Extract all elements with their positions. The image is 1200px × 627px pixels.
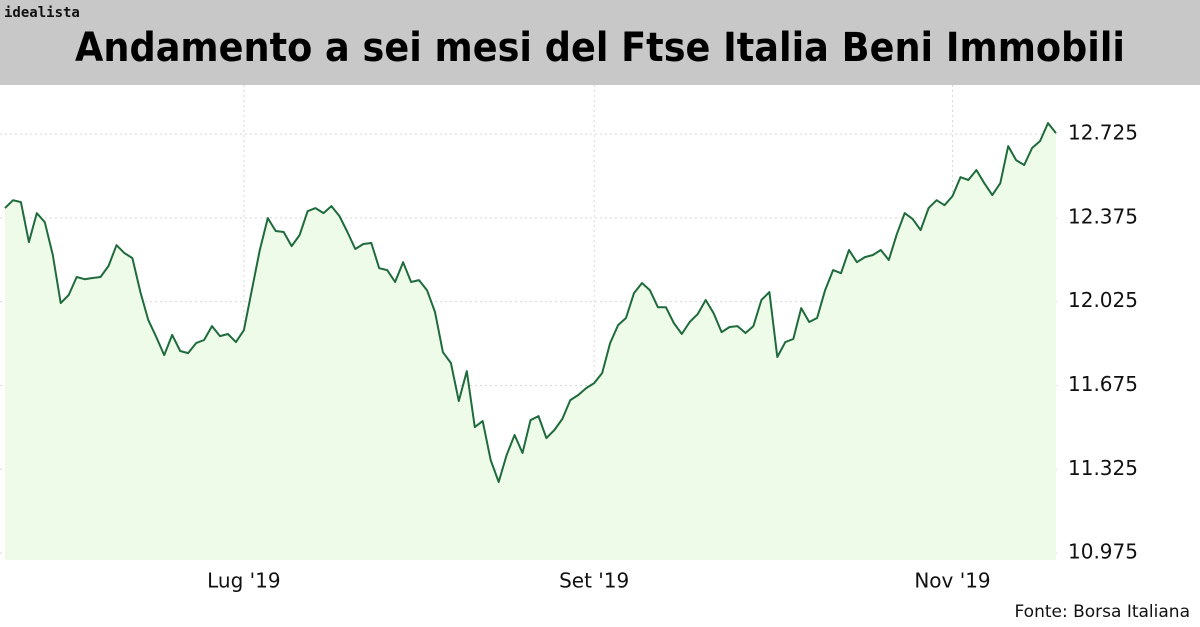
source: Fonte: Borsa Italiana <box>1015 602 1191 622</box>
x-tick-label: Lug '19 <box>207 569 280 593</box>
chart-title: Andamento a sei mesi del Ftse Italia Ben… <box>75 25 1125 71</box>
brand: idealista <box>4 5 80 21</box>
x-tick-label: Nov '19 <box>914 569 990 593</box>
header-band <box>0 0 1200 85</box>
y-tick-label: 11.675 <box>1068 372 1138 396</box>
area-fill <box>5 123 1056 560</box>
y-tick-label: 12.025 <box>1068 288 1138 312</box>
x-tick-label: Set '19 <box>559 569 629 593</box>
y-tick-label: 12.375 <box>1068 204 1138 228</box>
y-tick-label: 12.725 <box>1068 121 1138 145</box>
y-tick-label: 10.975 <box>1068 540 1138 564</box>
line <box>4 122 1057 483</box>
y-tick-label: 11.325 <box>1068 456 1138 480</box>
